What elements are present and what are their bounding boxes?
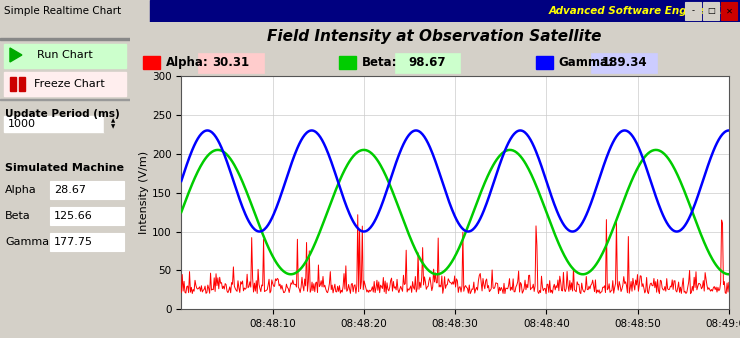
Bar bbox=[143, 55, 160, 69]
Text: 98.67: 98.67 bbox=[409, 56, 446, 69]
Text: Freeze Chart: Freeze Chart bbox=[34, 79, 105, 89]
Text: 125.66: 125.66 bbox=[54, 211, 92, 221]
Text: Advanced Software Engineering: Advanced Software Engineering bbox=[549, 6, 736, 16]
Bar bbox=[340, 55, 356, 69]
Bar bbox=[10, 77, 16, 91]
Text: Simulated Machine: Simulated Machine bbox=[5, 163, 124, 173]
Bar bbox=[721, 2, 737, 20]
Bar bbox=[198, 53, 263, 73]
Bar bbox=[4, 116, 104, 132]
Text: 189.34: 189.34 bbox=[602, 56, 647, 69]
Bar bbox=[50, 233, 124, 251]
Bar bbox=[395, 53, 460, 73]
Bar bbox=[703, 2, 719, 20]
Bar bbox=[591, 53, 657, 73]
Text: Field Intensity at Observation Satellite: Field Intensity at Observation Satellite bbox=[267, 29, 602, 44]
Text: Alpha: Alpha bbox=[5, 185, 37, 195]
Text: Gamma:: Gamma: bbox=[559, 56, 613, 69]
Y-axis label: Intensity (V/m): Intensity (V/m) bbox=[139, 151, 149, 234]
Polygon shape bbox=[10, 48, 22, 62]
Bar bbox=[4, 72, 126, 96]
Bar bbox=[19, 77, 25, 91]
Text: 1000: 1000 bbox=[8, 119, 36, 129]
Text: 177.75: 177.75 bbox=[54, 237, 92, 247]
Text: -: - bbox=[691, 6, 695, 16]
Text: Alpha:: Alpha: bbox=[166, 56, 208, 69]
Bar bbox=[536, 55, 553, 69]
Bar bbox=[150, 0, 740, 22]
Bar bbox=[0, 38, 130, 40]
Bar bbox=[50, 207, 124, 225]
Text: 30.31: 30.31 bbox=[212, 56, 249, 69]
Bar bbox=[104, 116, 124, 132]
Bar bbox=[0, 0, 200, 22]
Text: Beta: Beta bbox=[5, 211, 31, 221]
Bar bbox=[0, 99, 130, 100]
Text: Run Chart: Run Chart bbox=[37, 50, 92, 60]
Bar bbox=[685, 2, 701, 20]
Bar bbox=[50, 181, 124, 199]
Text: Beta:: Beta: bbox=[362, 56, 397, 69]
Text: ✕: ✕ bbox=[725, 6, 733, 16]
Text: □: □ bbox=[707, 6, 715, 16]
Text: Simple Realtime Chart: Simple Realtime Chart bbox=[4, 6, 121, 16]
Text: ▲
▼: ▲ ▼ bbox=[112, 119, 115, 129]
Text: 28.67: 28.67 bbox=[54, 185, 86, 195]
Text: Gamma: Gamma bbox=[5, 237, 49, 247]
Text: Update Period (ms): Update Period (ms) bbox=[5, 109, 120, 119]
Bar bbox=[4, 44, 126, 68]
